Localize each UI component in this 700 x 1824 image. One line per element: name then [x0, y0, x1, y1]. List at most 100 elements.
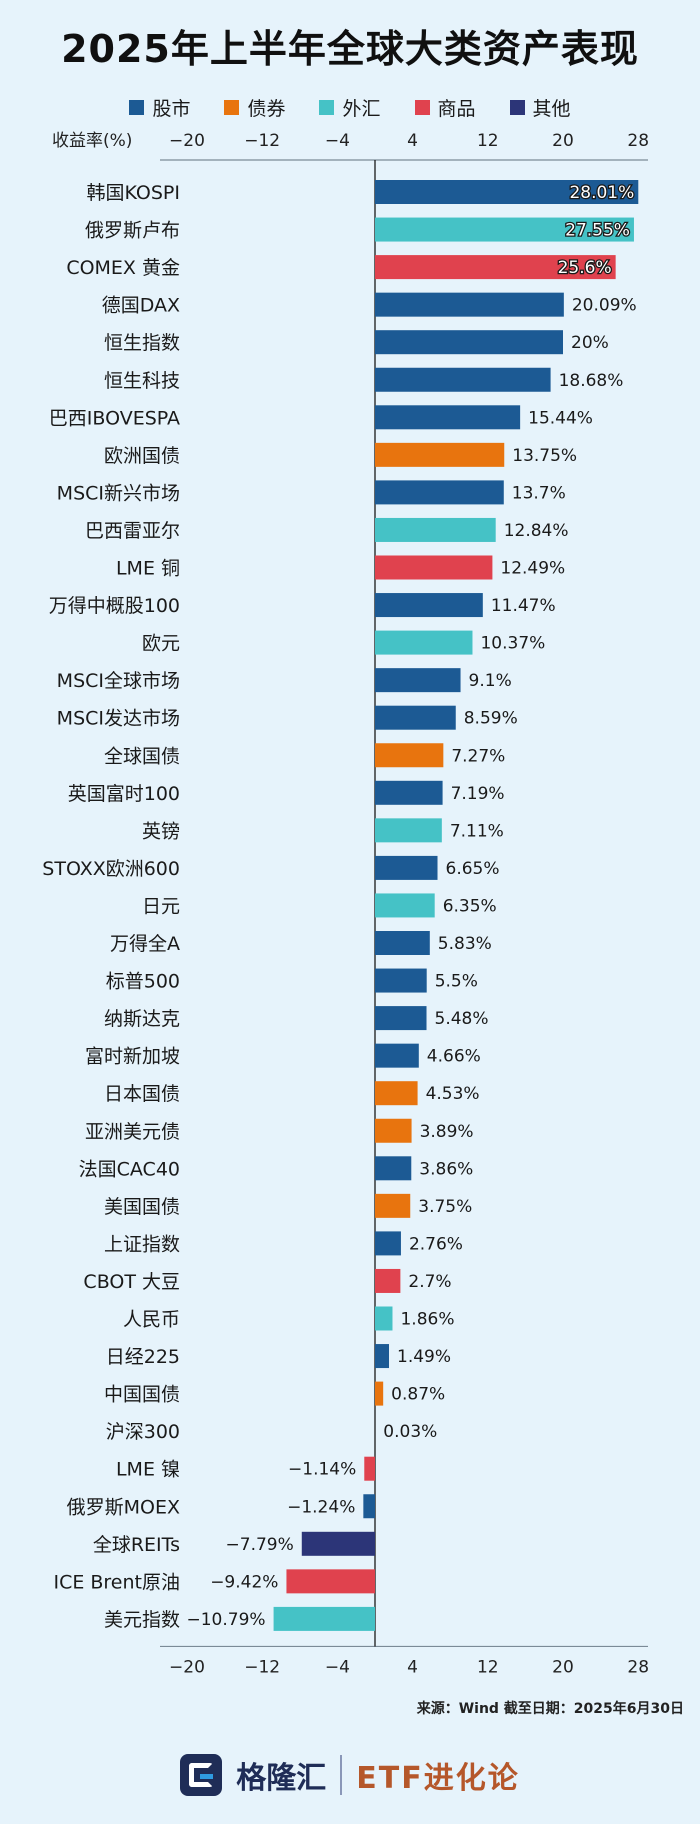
category-label: MSCI新兴市场 [57, 482, 180, 504]
data-label: 12.49% [500, 559, 565, 579]
data-label: 20.09% [572, 296, 637, 316]
data-label: 0.03% [383, 1422, 437, 1442]
bar [375, 705, 456, 730]
data-label: 20% [571, 333, 609, 353]
category-label: 纳斯达克 [104, 1008, 180, 1030]
data-label: −1.14% [288, 1460, 356, 1480]
category-label: 英国富时100 [68, 783, 180, 805]
bar [375, 1156, 412, 1181]
category-label: 欧元 [142, 633, 180, 655]
legend-swatch-other [509, 100, 525, 115]
bar [375, 1081, 418, 1106]
legend-item-bond: 债券 [224, 94, 285, 121]
category-label: 标普500 [106, 971, 180, 993]
top-tick-label: −12 [244, 131, 280, 151]
data-label: 13.75% [512, 446, 577, 466]
top-tick-label: 4 [407, 131, 418, 151]
bar [375, 1344, 390, 1369]
category-label: 富时新加坡 [85, 1046, 180, 1068]
source-note: 来源：Wind 截至日期：2025年6月30日 [416, 1701, 684, 1717]
legend-item-commodity: 商品 [414, 94, 476, 121]
category-label: 万得全A [110, 933, 180, 955]
footer-brand-cn: 格隆汇 [236, 1761, 327, 1796]
bar [286, 1569, 375, 1594]
legend-swatch-stock [129, 100, 145, 115]
bottom-tick-label: 12 [477, 1657, 499, 1677]
data-label: 28.01% [569, 183, 634, 203]
bar [375, 968, 427, 993]
top-tick-label: 28 [627, 131, 649, 151]
bar [375, 668, 461, 693]
bar [375, 893, 435, 918]
bar [375, 630, 473, 655]
bottom-tick-label: 4 [407, 1657, 418, 1677]
data-label: 13.7% [512, 483, 566, 503]
legend-label-commodity: 商品 [437, 98, 476, 120]
bar [375, 330, 563, 355]
bar [375, 1006, 427, 1031]
data-label: 2.76% [409, 1234, 463, 1254]
category-label: 人民币 [123, 1309, 180, 1331]
bar [375, 1043, 419, 1068]
data-label: 5.5% [435, 972, 478, 992]
legend-swatch-bond [224, 100, 240, 115]
bar [375, 555, 493, 580]
category-label: 恒生指数 [104, 332, 180, 354]
footer-divider [340, 1755, 343, 1795]
data-label: 3.75% [418, 1197, 472, 1217]
bottom-tick-label: −20 [169, 1657, 205, 1677]
data-label: 4.53% [426, 1084, 480, 1104]
bottom-tick-label: −12 [244, 1657, 280, 1677]
data-label: 15.44% [528, 408, 593, 428]
data-label: 3.89% [420, 1122, 474, 1142]
data-label: 0.87% [391, 1385, 445, 1405]
category-label: 欧洲国债 [104, 445, 180, 467]
category-label: 恒生科技 [104, 370, 180, 392]
category-label: 万得中概股100 [49, 595, 180, 617]
category-label: LME 镍 [116, 1459, 180, 1481]
bar [273, 1606, 375, 1631]
data-label: 6.65% [446, 859, 500, 879]
category-label: 巴西IBOVESPA [49, 407, 180, 429]
data-label: −10.79% [186, 1610, 265, 1630]
bottom-tick-label: −4 [325, 1657, 350, 1677]
bar [375, 1306, 393, 1331]
data-label: 5.83% [438, 934, 492, 954]
category-label: 德国DAX [102, 295, 180, 317]
legend-swatch-commodity [414, 100, 430, 115]
data-label: 1.49% [397, 1347, 451, 1367]
category-label: LME 铜 [116, 558, 180, 580]
legend-label-fx: 外汇 [342, 98, 381, 120]
bar [364, 1456, 375, 1481]
bar [375, 855, 438, 880]
data-label: 1.86% [400, 1310, 454, 1330]
top-tick-label: −4 [325, 131, 350, 151]
bar [375, 1381, 384, 1406]
category-label: 韩国KOSPI [87, 182, 181, 204]
bar [375, 517, 496, 542]
data-label: 6.35% [443, 896, 497, 916]
category-label: COMEX 黄金 [66, 257, 180, 279]
legend: 股市 债券 外汇 商品 其他 [0, 94, 700, 121]
data-label: 12.84% [504, 521, 569, 541]
data-label: 9.1% [469, 671, 512, 691]
bar [363, 1494, 375, 1519]
category-label: 美国国债 [104, 1196, 180, 1218]
category-label: 俄罗斯卢布 [85, 220, 180, 242]
bottom-tick-label: 20 [552, 1657, 574, 1677]
category-label: 巴西雷亚尔 [85, 520, 180, 542]
legend-label-other: 其他 [532, 98, 571, 120]
footer-logo: 格隆汇 ETF进化论 [0, 1745, 700, 1805]
data-label: 10.37% [480, 634, 545, 654]
data-label: 18.68% [559, 371, 624, 391]
bar-chart: 收益率(%) −20 −20 −12 −12 −4 −4 4 4 12 12 20 20 28 28 韩国KO… [42, 131, 649, 1677]
category-label: 日经225 [106, 1346, 180, 1368]
bar [375, 292, 564, 317]
bar [375, 780, 443, 805]
category-label: MSCI发达市场 [57, 708, 180, 730]
category-label: STOXX欧洲600 [42, 858, 180, 880]
category-label: MSCI全球市场 [57, 670, 180, 692]
bar [375, 442, 505, 467]
category-label: CBOT 大豆 [83, 1271, 180, 1293]
